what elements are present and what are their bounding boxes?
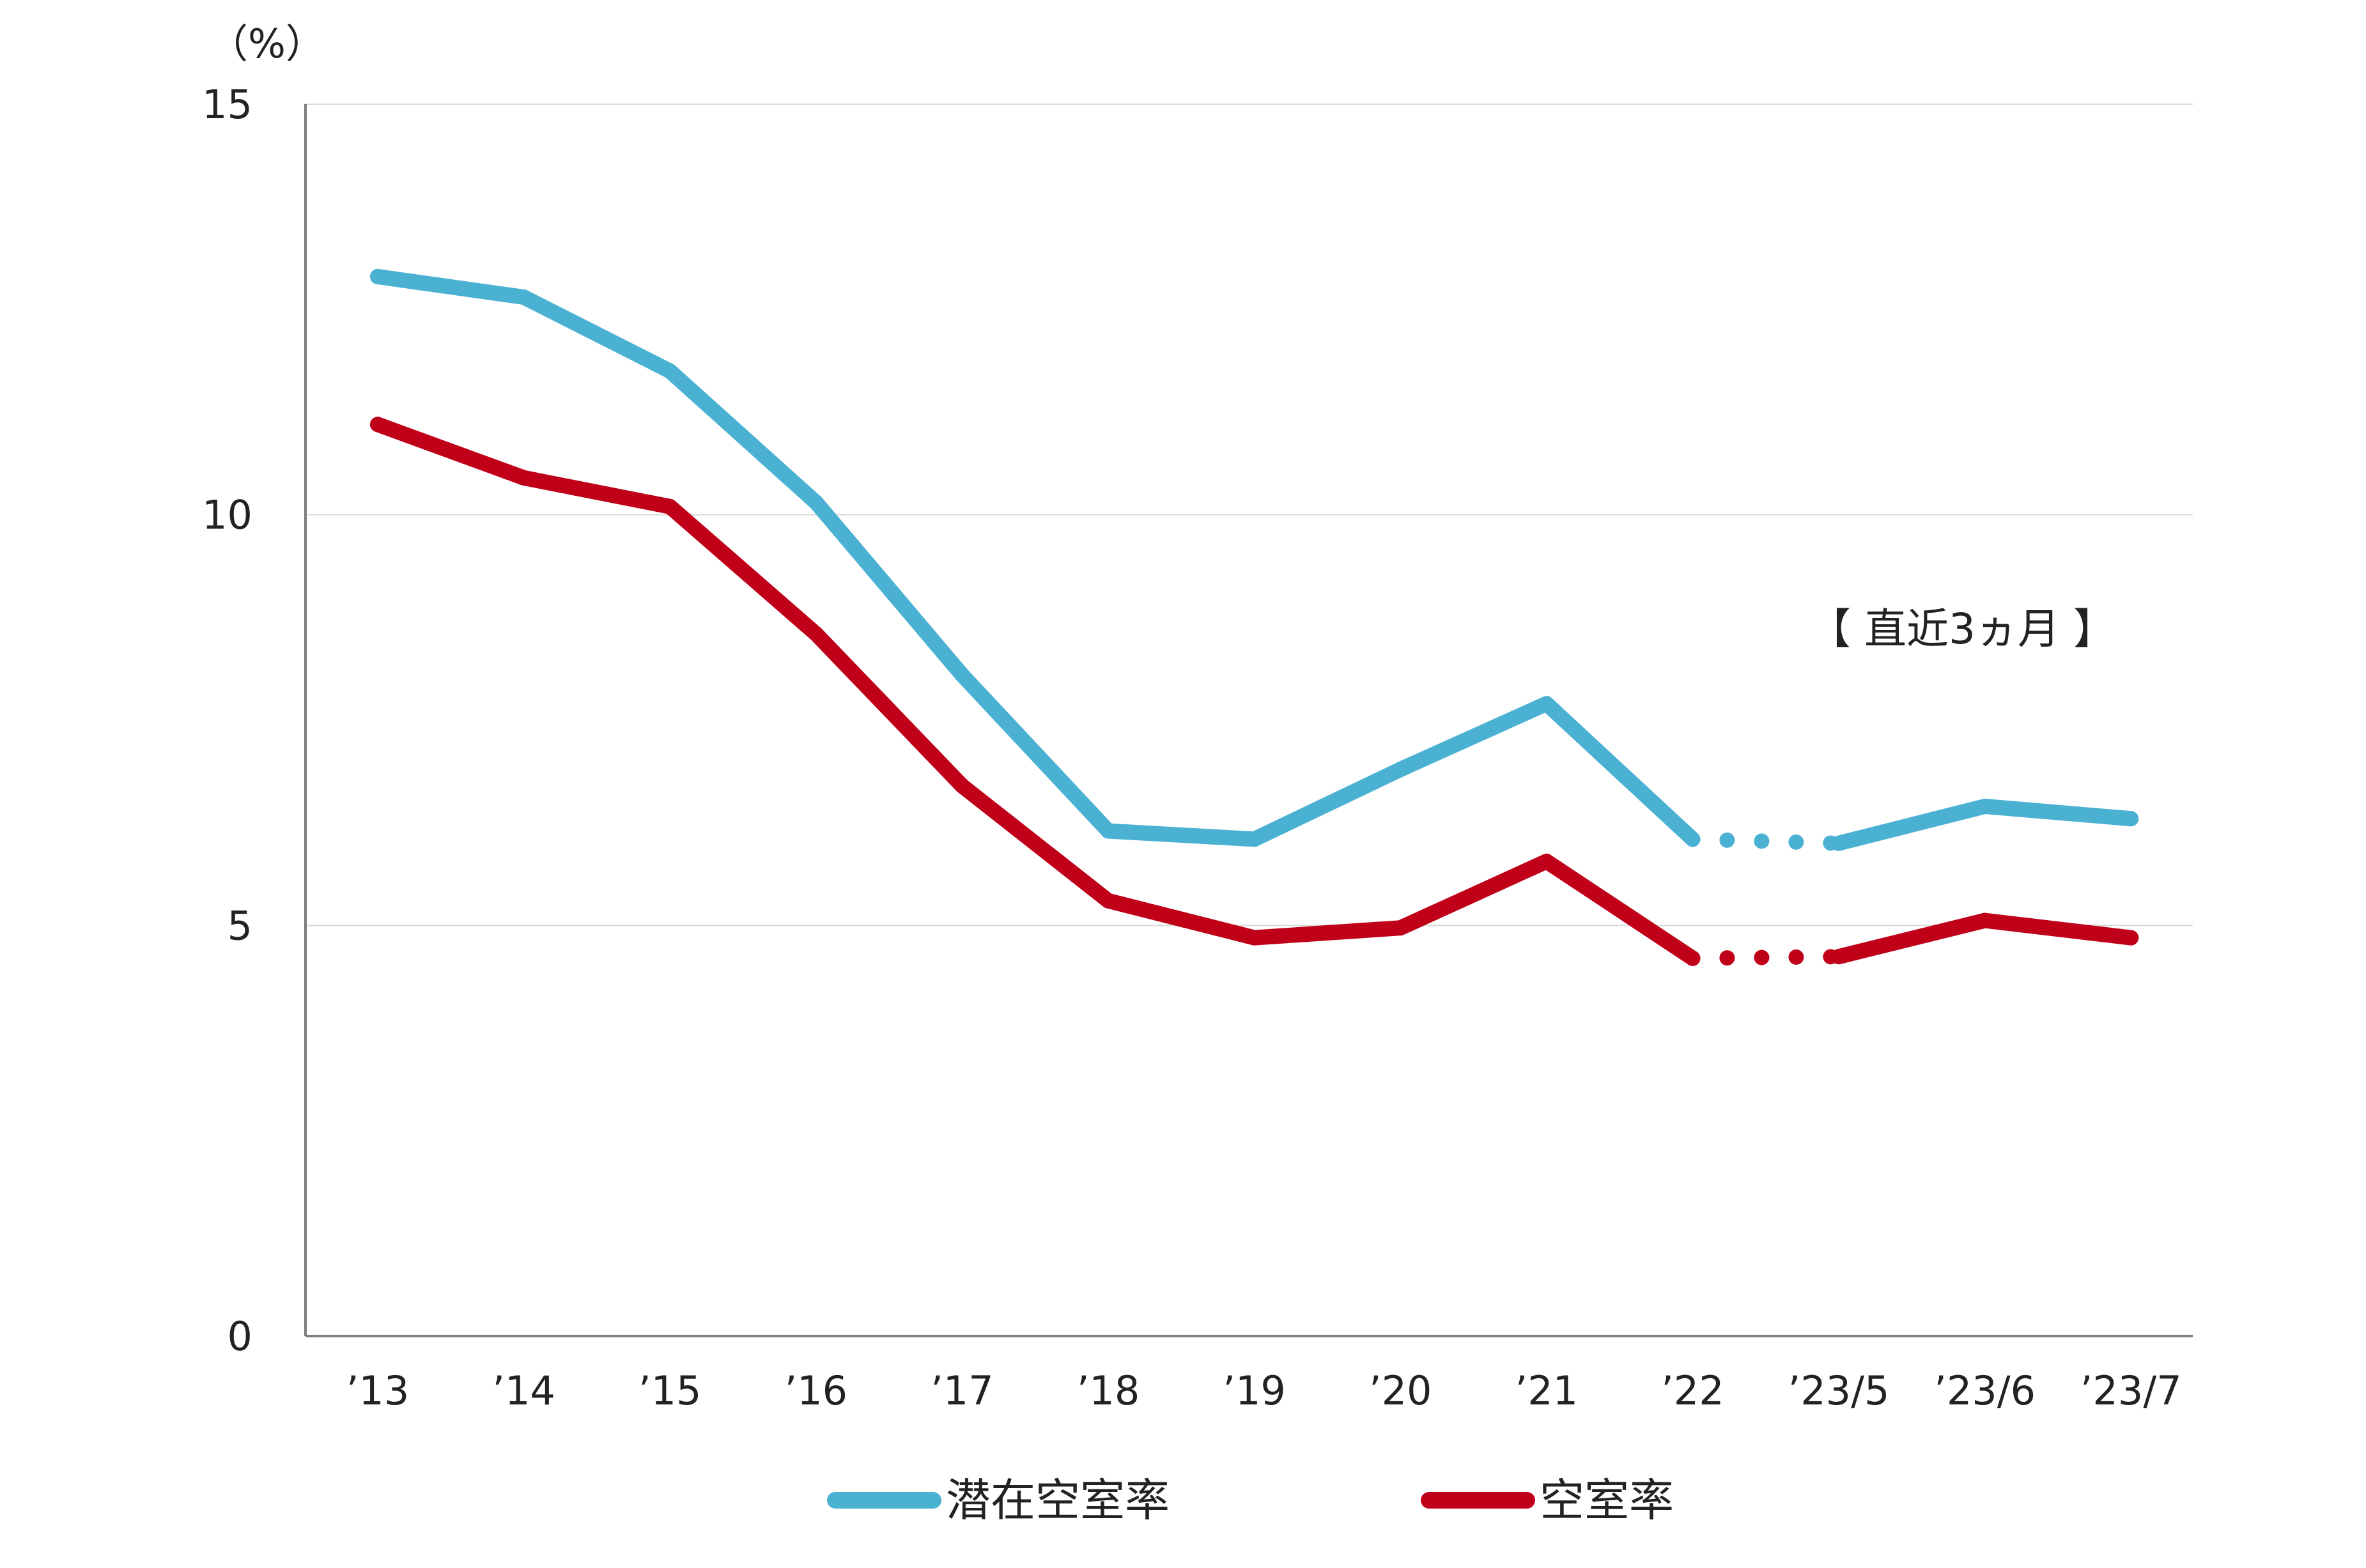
x-tick-label: ’23/5 [1788, 1367, 1890, 1414]
series-1-dotted-bridge [1685, 949, 1846, 966]
x-tick-label: ’18 [1077, 1367, 1140, 1414]
y-unit-label: （%） [208, 20, 325, 67]
x-tick-label: ’21 [1515, 1367, 1578, 1414]
data-point [808, 626, 824, 642]
series-0-dotted-bridge [1685, 831, 1846, 851]
data-point [1538, 854, 1554, 870]
legend: 潜在空室率 空室率 [827, 1474, 1674, 1526]
x-tick-label: ’13 [346, 1367, 410, 1414]
data-point [1393, 762, 1409, 778]
data-point [516, 289, 532, 305]
data-point [370, 268, 385, 284]
x-tick-label: ’16 [784, 1367, 847, 1414]
x-tick-label: ’14 [492, 1367, 555, 1414]
data-point [1246, 831, 1262, 847]
data-point [1101, 823, 1116, 839]
data-point [1393, 920, 1409, 936]
x-tick-label: ’19 [1223, 1367, 1286, 1414]
data-point [1101, 893, 1116, 909]
recent-months-annotation: 【 直近3ヵ月 】 [1809, 604, 2115, 654]
y-tick-label: 15 [202, 81, 252, 128]
data-point [662, 363, 678, 379]
legend-label-vacancy: 空室率 [1540, 1474, 1674, 1526]
series [370, 268, 2139, 966]
x-tick-label: ’20 [1369, 1367, 1432, 1414]
data-point [1538, 696, 1554, 712]
data-point [2123, 811, 2139, 827]
data-point [954, 778, 970, 794]
axes [304, 104, 2193, 1337]
x-tick-label: ’23/6 [1934, 1367, 2036, 1414]
data-point [1831, 949, 1846, 965]
x-tick-label: ’23/7 [2080, 1367, 2182, 1414]
data-point [1685, 950, 1701, 966]
x-tick-labels: ’13 ’14 ’15 ’16 ’17 ’18 ’19 ’20 ’21 ’22 ’23/5 ’23/6… [346, 1367, 2182, 1414]
data-point [662, 498, 678, 514]
data-point [2123, 930, 2139, 946]
data-point [1831, 835, 1846, 851]
data-point [1685, 831, 1701, 847]
legend-label-potential-vacancy: 潜在空室率 [946, 1474, 1170, 1526]
series-1 [370, 417, 2139, 966]
x-tick-label: ’17 [931, 1367, 994, 1414]
data-point [1977, 798, 1993, 814]
data-point [516, 470, 532, 486]
y-tick-label: 5 [228, 902, 252, 949]
series-1-line-annual [370, 417, 1701, 966]
x-tick-label: ’15 [638, 1367, 702, 1414]
data-point [808, 495, 824, 511]
x-tick-label: ’22 [1661, 1367, 1724, 1414]
data-point [370, 417, 385, 433]
data-point [1977, 912, 1993, 928]
gridlines [305, 104, 2193, 926]
y-tick-label: 10 [202, 492, 252, 539]
data-point [1246, 930, 1262, 946]
data-point [954, 667, 970, 683]
series-0 [370, 268, 2139, 851]
y-tick-label: 0 [228, 1313, 252, 1360]
y-tick-labels: 0 5 10 15 [202, 81, 252, 1360]
series-0-line-annual [370, 268, 1701, 847]
